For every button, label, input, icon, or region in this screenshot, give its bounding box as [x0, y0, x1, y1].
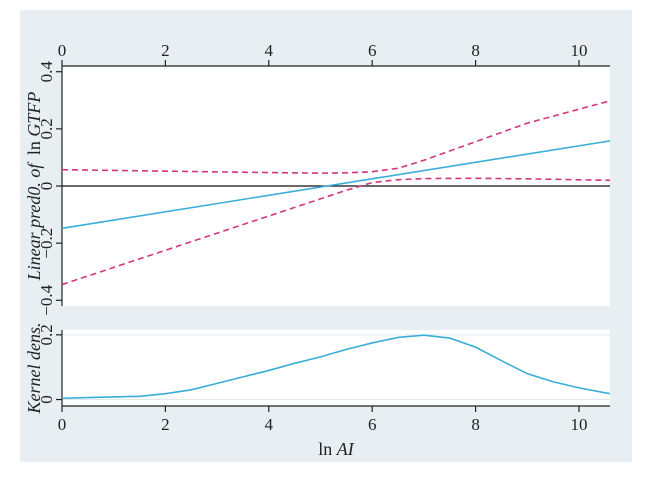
bottom-x-axis: 0 2 4 6 8 10	[58, 405, 610, 434]
bottom-series-0-line	[61, 334, 611, 400]
top-x-tick-label-4: 8	[471, 41, 480, 60]
bottom-x-axis-title-ln: ln	[318, 439, 332, 459]
top-panel: 0 2 4 6 8 10 −0.4 −0.2 0 0.2 0.4 Linear pred0. of…	[24, 41, 611, 316]
top-y-tick-label-3: 0.2	[37, 118, 56, 139]
bottom-panel: 0 2 4 6 8 10 00.2 Kernel dens. ln AI	[24, 323, 611, 459]
top-x-tick-label-2: 4	[265, 41, 274, 60]
bottom-x-tick-label-1: 2	[161, 415, 170, 434]
top-x-tick-label-1: 2	[161, 41, 170, 60]
top-x-axis: 0 2 4 6 8 10	[58, 41, 610, 67]
bottom-y-axis: 00.2	[37, 324, 63, 406]
bottom-x-axis-title: ln AI	[318, 439, 355, 459]
top-y-tick-label-2: 0	[37, 182, 56, 191]
bottom-y-axis-title: Kernel dens.	[24, 323, 44, 415]
bottom-grid	[62, 334, 610, 401]
bottom-x-tick-label-3: 6	[368, 415, 377, 434]
top-x-tick-label-3: 6	[368, 41, 377, 60]
top-y-axis-title: Linear pred0. of ln GTFP	[24, 92, 44, 282]
top-y-axis-title-prefix: Linear pred0. of	[24, 161, 44, 282]
bottom-x-tick-label-5: 10	[570, 415, 587, 434]
bottom-x-tick-label-0: 0	[58, 415, 67, 434]
bottom-x-tick-label-4: 8	[471, 415, 480, 434]
bottom-y-tick-label-1: 0.2	[37, 324, 56, 345]
top-series-1-line	[61, 177, 611, 286]
top-series-2-line	[61, 100, 611, 174]
top-x-tick-label-0: 0	[58, 41, 67, 60]
top-x-tick-label-5: 10	[570, 41, 587, 60]
top-y-tick-label-0: −0.4	[37, 284, 56, 315]
bottom-y-tick-label-0: 0	[37, 395, 56, 404]
top-series-0-line	[61, 140, 611, 230]
top-series-group	[61, 100, 611, 286]
bottom-plot-area	[62, 330, 610, 406]
top-y-axis-title-var: GTFP	[24, 92, 44, 137]
top-y-axis-title-ln: ln	[24, 141, 44, 155]
top-y-tick-label-1: −0.2	[37, 228, 56, 259]
bottom-x-tick-label-2: 4	[265, 415, 274, 434]
bottom-series-group	[61, 334, 611, 400]
top-y-axis: −0.4 −0.2 0 0.2 0.4	[37, 61, 63, 316]
bottom-x-axis-title-var: AI	[336, 439, 355, 459]
top-y-tick-label-4: 0.4	[37, 61, 56, 83]
